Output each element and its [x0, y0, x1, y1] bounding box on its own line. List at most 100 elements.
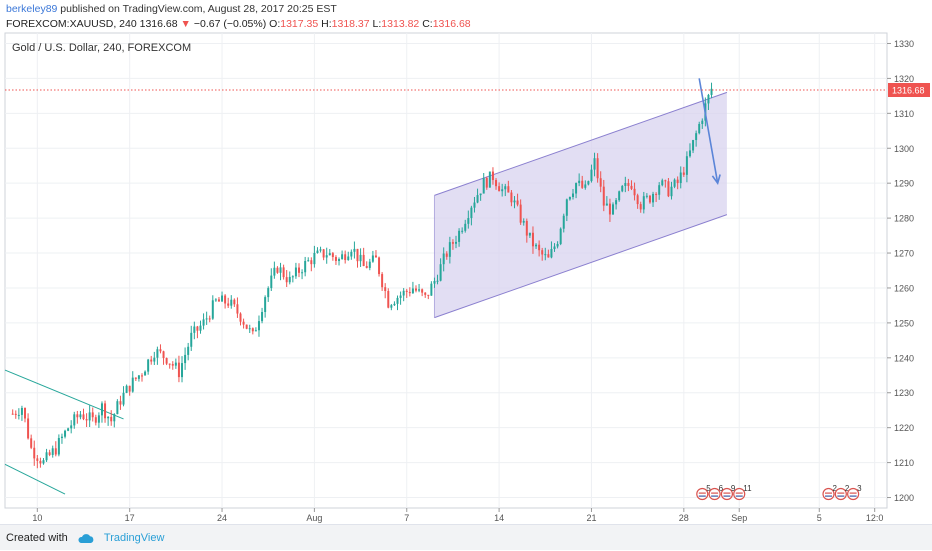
candle — [568, 196, 571, 201]
candle-body — [227, 303, 230, 306]
candle — [362, 247, 365, 267]
candle — [584, 180, 587, 190]
price-label-box — [888, 83, 930, 97]
low-value: 1313.82 — [381, 18, 420, 30]
price-axis[interactable]: 1200 1210 1220 1230 1240 1250 1260 1270 1280 1290… — [887, 39, 914, 503]
candle-body — [405, 290, 408, 292]
candle-body — [67, 428, 70, 431]
x-tick-label: 17 — [125, 513, 135, 523]
candle — [73, 411, 76, 429]
price-chart[interactable]: 1316.68 1200 1210 1220 1230 1240 1250 1260 1270… — [0, 0, 932, 524]
candle-body — [581, 180, 584, 188]
candle-body — [147, 359, 150, 372]
candle-body — [100, 403, 103, 416]
candle-body — [565, 199, 568, 216]
high-value: 1318.37 — [331, 18, 370, 30]
candle — [448, 236, 451, 264]
candle — [347, 251, 350, 261]
candle — [150, 355, 153, 365]
candle-body — [590, 169, 593, 182]
candle-body — [221, 295, 224, 302]
candle-body — [605, 203, 608, 206]
channel-fill — [434, 92, 727, 318]
candle-body — [587, 181, 590, 185]
candle-body — [399, 295, 402, 298]
candle-body — [553, 246, 556, 250]
old-channel-lower-line — [4, 463, 66, 495]
candle — [624, 176, 627, 193]
candle-body — [233, 299, 236, 305]
candle — [411, 281, 414, 294]
candle-body — [251, 328, 254, 332]
candle — [104, 400, 107, 423]
candle-body — [76, 414, 79, 418]
ohlc-line: FOREXCOM:XAUUSD, 240 1316.68 ▼ −0.67 (−0… — [6, 17, 926, 32]
candle — [575, 182, 578, 199]
candle-body — [455, 241, 458, 244]
flag-stripe — [735, 495, 743, 497]
candle-body — [350, 251, 353, 257]
time-axis[interactable]: 10 17 24 Aug 7 14 21 28 Sep 5 12:0 — [32, 508, 883, 523]
candle-body — [24, 407, 27, 419]
candle — [445, 251, 448, 260]
flag-stripe — [735, 492, 743, 494]
candle-body — [239, 313, 242, 322]
candle — [371, 250, 374, 263]
candle — [476, 188, 479, 204]
candle-body — [181, 363, 184, 378]
candle — [519, 199, 522, 225]
candle — [652, 191, 655, 207]
candle-body — [442, 253, 445, 265]
candle — [147, 358, 150, 375]
candle-body — [294, 267, 297, 277]
publish-line: berkeley89 published on TradingView.com,… — [6, 2, 926, 17]
event-marker: 2 — [834, 484, 850, 501]
candle-body — [33, 447, 36, 459]
candle-body — [267, 288, 270, 298]
candle — [307, 257, 310, 262]
candle — [54, 441, 57, 457]
flag-stripe — [711, 492, 719, 494]
candle — [501, 183, 504, 197]
candle — [599, 171, 602, 193]
candle — [162, 350, 165, 365]
candle — [224, 294, 227, 309]
economic-events: 5 6 9 11 2 2 3 — [696, 484, 862, 501]
us-flag-icon — [733, 487, 746, 501]
candle-body — [122, 392, 125, 405]
candle — [298, 263, 300, 278]
candle-body — [688, 150, 691, 157]
y-tick-label: 1230 — [894, 388, 914, 398]
candle-body — [550, 249, 553, 258]
candle-body — [584, 184, 587, 188]
candle — [587, 180, 590, 186]
candle-body — [153, 357, 156, 362]
candle-body — [128, 385, 131, 392]
candle — [488, 171, 491, 188]
candle-body — [165, 358, 168, 364]
us-flag-icon — [847, 487, 860, 501]
candle-body — [347, 256, 350, 261]
candle-body — [319, 249, 322, 251]
candle — [285, 270, 288, 288]
event-marker: 3 — [847, 484, 862, 501]
candle-body — [513, 200, 516, 203]
candle-body — [630, 185, 633, 189]
candle-body — [91, 412, 94, 418]
candle-body — [488, 171, 491, 188]
candle — [491, 167, 494, 185]
candle-body — [528, 232, 531, 236]
candle — [279, 262, 282, 281]
candle — [495, 178, 498, 190]
candle-body — [298, 267, 300, 273]
candle-body — [202, 319, 205, 326]
candle-body — [495, 180, 498, 187]
candle-body — [110, 416, 113, 422]
tradingview-brand-link[interactable]: TradingView — [103, 532, 165, 544]
candle — [630, 180, 633, 191]
candle-body — [695, 133, 698, 141]
candle — [692, 139, 695, 154]
candle — [682, 166, 685, 177]
author-link[interactable]: berkeley89 — [6, 3, 58, 15]
candle-body — [30, 438, 33, 448]
